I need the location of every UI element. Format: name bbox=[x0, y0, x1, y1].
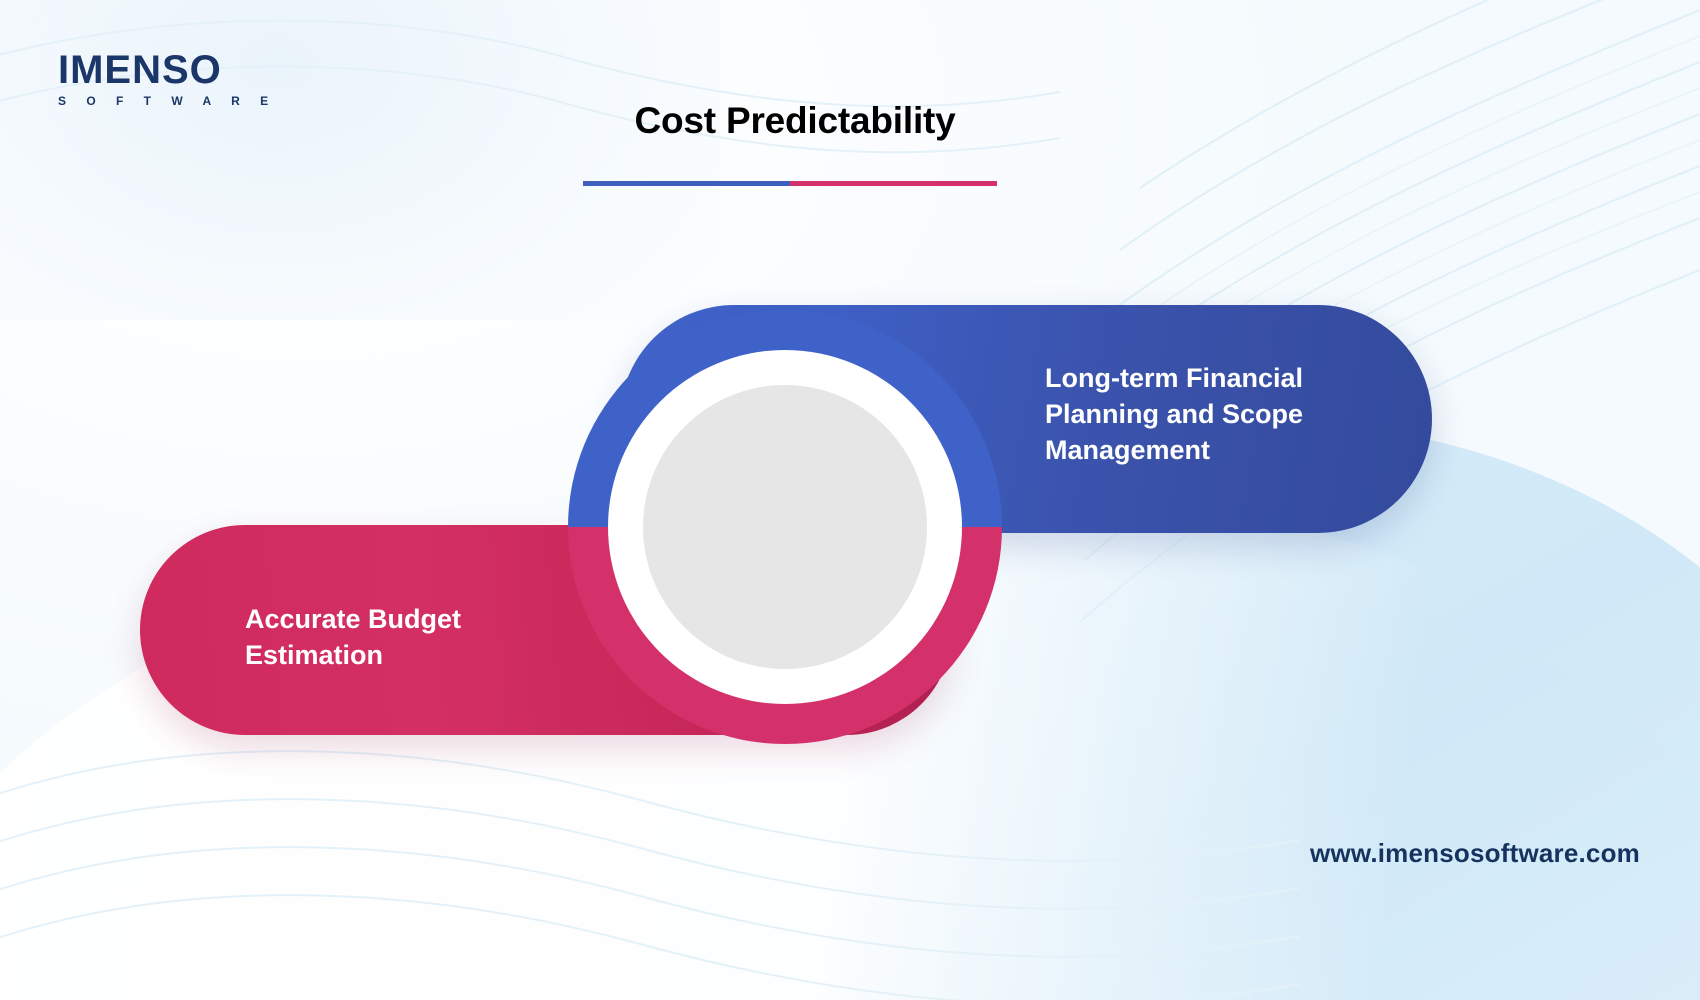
website-url[interactable]: www.imensosoftware.com bbox=[1310, 838, 1640, 868]
brand-logo-tagline: S O F T W A R E bbox=[58, 94, 277, 108]
brand-logo-wordmark: IMENSO bbox=[58, 48, 222, 92]
page-title: Cost Predictability bbox=[634, 100, 956, 141]
branch-pill-blue-label: Long-term Financial Planning and Scope M… bbox=[1045, 363, 1304, 465]
brand-logo: IMENSO S O F T W A R E bbox=[58, 50, 308, 107]
title-underline-blue-segment bbox=[583, 181, 790, 186]
title-underline-crimson-segment bbox=[790, 181, 997, 186]
branch-pill-crimson-label: Accurate Budget Estimation bbox=[245, 604, 462, 670]
center-ring-core-disc bbox=[643, 385, 927, 669]
title-underline bbox=[583, 181, 997, 186]
